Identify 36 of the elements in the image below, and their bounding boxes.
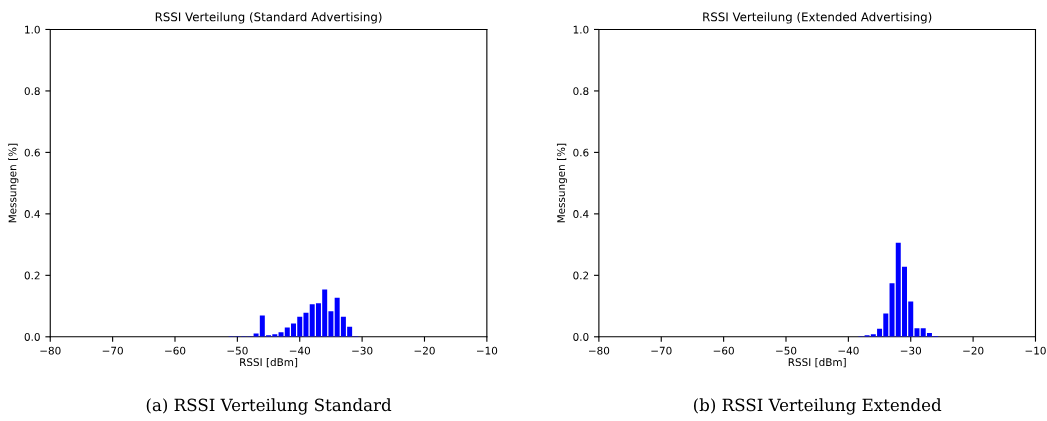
x-tick-label: −20 [414,346,435,355]
y-axis-title: Messungen [%] [8,143,19,223]
x-tick-label: −10 [476,346,498,355]
x-tick-label: −20 [963,346,984,355]
x-tick-label: −60 [165,346,186,355]
x-tick-label: −70 [651,346,672,355]
y-tick-label: 0.0 [573,333,589,341]
y-tick-label: 0.2 [24,271,40,280]
text: (b) RSSI Verteilung Extended [693,398,942,415]
x-tick-label: −40 [838,346,859,355]
x-tick-label: −50 [776,346,797,355]
x-tick-label: −70 [102,346,123,355]
y-tick-label: 0.8 [573,87,589,96]
y-tick-label: 0.4 [573,210,589,218]
y-axis-title: Messungen [%] [556,143,568,223]
x-axis-title: RSSI [dBm] [240,357,298,368]
y-tick-label: 0.4 [24,210,40,218]
x-axis-title: RSSI [dBm] [788,357,846,368]
x-tick-label: −40 [289,346,311,355]
y-tick-label: 0.6 [573,148,589,157]
chart-title: RSSI Verteilung (Extended Advertising) [703,12,932,24]
x-tick-label: −10 [1025,346,1046,355]
y-tick-label: 0.6 [24,148,40,157]
y-tick-label: 1.0 [25,25,40,34]
x-tick-label: −80 [40,346,61,355]
chart-title: RSSI Verteilung (Standard Advertising) [155,12,382,24]
y-tick-label: 0.8 [24,87,40,96]
text: (a) RSSI Verteilung Standard [146,398,392,415]
y-tick-label: 0.0 [24,333,40,341]
x-tick-label: −30 [900,346,922,355]
x-tick-label: −30 [352,346,373,355]
y-tick-label: 0.2 [573,271,589,280]
x-tick-label: −80 [589,346,610,355]
y-tick-label: 1.0 [573,25,589,34]
x-tick-label: −50 [227,346,248,355]
x-tick-label: −60 [713,346,734,355]
